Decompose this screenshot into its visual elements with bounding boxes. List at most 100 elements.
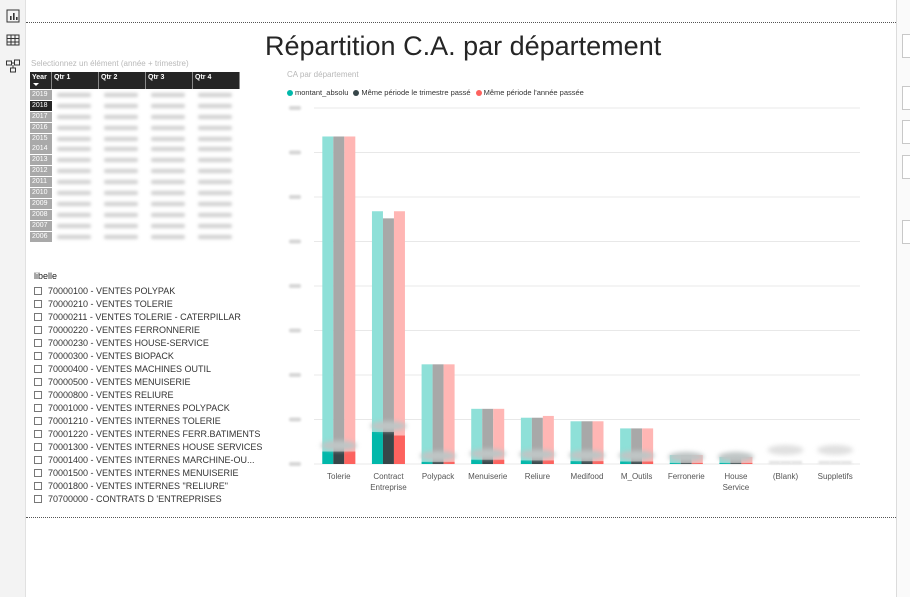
quarter-cell[interactable]	[99, 166, 146, 176]
bar[interactable]	[642, 428, 654, 464]
quarter-cell[interactable]	[99, 232, 146, 242]
libelle-item[interactable]: 70000210 - VENTES TOLERIE	[34, 297, 262, 310]
matrix-row[interactable]: 2017	[30, 111, 240, 122]
checkbox[interactable]	[34, 338, 42, 347]
year-cell[interactable]: 2018	[30, 100, 52, 111]
quarter-cell[interactable]	[99, 210, 146, 220]
report-view-icon[interactable]	[5, 8, 21, 24]
quarter-cell[interactable]	[99, 221, 146, 231]
quarter-cell[interactable]	[146, 155, 193, 165]
bar-chart[interactable]: Tolerie Contract Entreprise Polypack Menuise…	[280, 100, 870, 500]
quarter-cell[interactable]	[193, 134, 240, 144]
matrix-row[interactable]: 2014	[30, 143, 240, 155]
quarter-cell[interactable]	[193, 166, 240, 176]
pane-field-box[interactable]	[902, 120, 910, 144]
bar[interactable]	[371, 211, 383, 464]
qtr3-header[interactable]: Qtr 3	[146, 72, 193, 89]
bar[interactable]	[581, 421, 593, 464]
libelle-item[interactable]: 70000400 - VENTES MACHINES OUTIL	[34, 362, 262, 375]
quarter-cell[interactable]	[52, 166, 99, 176]
checkbox[interactable]	[34, 299, 42, 308]
year-cell[interactable]: 2010	[30, 188, 52, 199]
quarter-cell[interactable]	[146, 134, 193, 144]
quarter-cell[interactable]	[52, 221, 99, 231]
libelle-item[interactable]: 70000230 - VENTES HOUSE-SERVICE	[34, 336, 262, 349]
quarter-cell[interactable]	[99, 188, 146, 198]
quarter-cell[interactable]	[146, 166, 193, 176]
pane-field-box[interactable]	[902, 34, 910, 58]
bar[interactable]	[493, 408, 505, 464]
matrix-row[interactable]: 2012	[30, 165, 240, 177]
legend-item[interactable]: montant_absolu	[287, 88, 348, 97]
quarter-cell[interactable]	[99, 144, 146, 154]
bar[interactable]	[570, 421, 582, 464]
year-cell[interactable]: 2007	[30, 220, 52, 231]
checkbox[interactable]	[34, 351, 42, 360]
quarter-cell[interactable]	[99, 123, 146, 133]
checkbox[interactable]	[34, 390, 42, 399]
libelle-item[interactable]: 70000100 - VENTES POLYPAK	[34, 284, 262, 297]
quarter-cell[interactable]	[52, 112, 99, 122]
year-cell[interactable]: 2006	[30, 231, 52, 242]
quarter-cell[interactable]	[52, 188, 99, 198]
quarter-cell[interactable]	[146, 210, 193, 220]
bar[interactable]	[542, 415, 554, 464]
quarter-cell[interactable]	[52, 210, 99, 220]
quarter-cell[interactable]	[193, 232, 240, 242]
quarter-cell[interactable]	[146, 199, 193, 209]
libelle-item[interactable]: 70001500 - VENTES INTERNES MENUISERIE	[34, 466, 262, 479]
libelle-item[interactable]: 70001800 - VENTES INTERNES "RELIURE"	[34, 479, 262, 492]
quarter-cell[interactable]	[52, 232, 99, 242]
checkbox[interactable]	[34, 364, 42, 373]
checkbox[interactable]	[34, 442, 42, 451]
year-header[interactable]: Year	[30, 72, 52, 89]
matrix-row[interactable]: 2010	[30, 187, 240, 199]
checkbox[interactable]	[34, 377, 42, 386]
matrix-row[interactable]: 2013	[30, 154, 240, 166]
model-view-icon[interactable]	[5, 58, 21, 74]
pane-field-box[interactable]	[902, 86, 910, 110]
libelle-item[interactable]: 70700000 - CONTRATS D 'ENTREPRISES	[34, 492, 262, 505]
quarter-cell[interactable]	[146, 90, 193, 100]
bar[interactable]	[393, 211, 405, 464]
qtr1-header[interactable]: Qtr 1	[52, 72, 99, 89]
bar[interactable]	[631, 428, 643, 464]
quarter-cell[interactable]	[52, 134, 99, 144]
year-cell[interactable]: 2015	[30, 133, 52, 144]
libelle-item[interactable]: 70000211 - VENTES TOLERIE - CATERPILLAR	[34, 310, 262, 323]
year-cell[interactable]: 2009	[30, 198, 52, 209]
checkbox[interactable]	[34, 481, 42, 490]
quarter-cell[interactable]	[193, 210, 240, 220]
matrix-row[interactable]: 2007	[30, 220, 240, 231]
libelle-item[interactable]: 70000800 - VENTES RELIURE	[34, 388, 262, 401]
quarter-cell[interactable]	[52, 199, 99, 209]
libelle-item[interactable]: 70000220 - VENTES FERRONNERIE	[34, 323, 262, 336]
checkbox[interactable]	[34, 494, 42, 503]
data-view-icon[interactable]	[5, 32, 21, 48]
bar[interactable]	[620, 428, 632, 464]
bar[interactable]	[333, 136, 345, 465]
quarter-cell[interactable]	[146, 123, 193, 133]
qtr2-header[interactable]: Qtr 2	[99, 72, 146, 89]
checkbox[interactable]	[34, 455, 42, 464]
year-cell[interactable]: 2017	[30, 111, 52, 122]
matrix-row[interactable]: 2006	[30, 231, 240, 242]
matrix-row[interactable]: 2018	[30, 100, 240, 111]
quarter-cell[interactable]	[52, 123, 99, 133]
quarter-cell[interactable]	[52, 90, 99, 100]
pane-field-box[interactable]	[902, 220, 910, 244]
quarter-cell[interactable]	[193, 144, 240, 154]
checkbox[interactable]	[34, 312, 42, 321]
matrix-row[interactable]: 2019	[30, 89, 240, 100]
matrix-row[interactable]: 2009	[30, 198, 240, 209]
libelle-item[interactable]: 70001300 - VENTES INTERNES HOUSE SERVICE…	[34, 440, 262, 453]
bar[interactable]	[592, 421, 604, 464]
quarter-cell[interactable]	[146, 188, 193, 198]
libelle-item[interactable]: 70001000 - VENTES INTERNES POLYPACK	[34, 401, 262, 414]
bar[interactable]	[382, 218, 394, 464]
qtr4-header[interactable]: Qtr 4	[193, 72, 240, 89]
year-cell[interactable]: 2014	[30, 144, 52, 155]
checkbox[interactable]	[34, 403, 42, 412]
bar[interactable]	[531, 417, 543, 464]
libelle-item[interactable]: 70001220 - VENTES INTERNES FERR.BATIMENT…	[34, 427, 262, 440]
